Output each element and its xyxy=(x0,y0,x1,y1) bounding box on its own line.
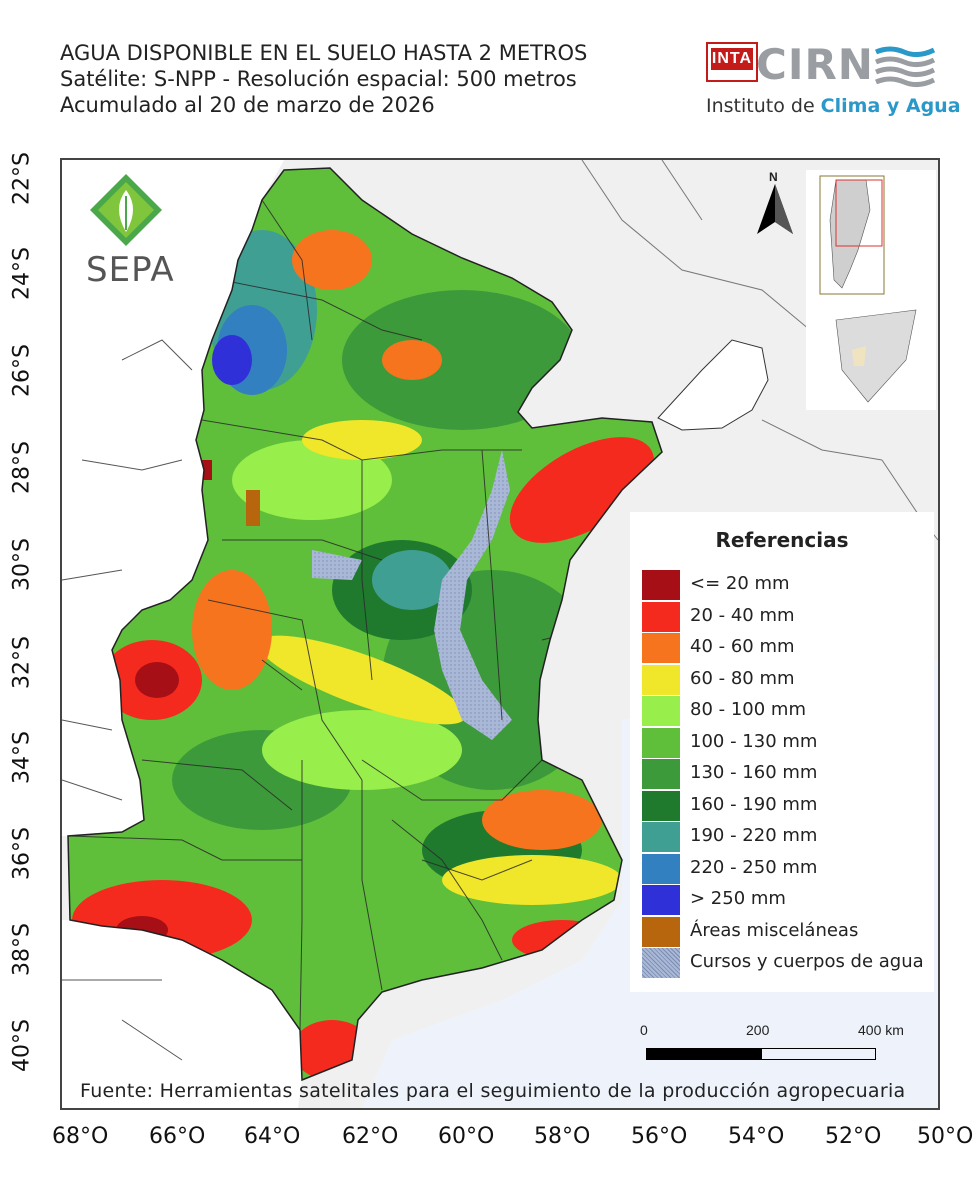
legend-label: 160 - 190 mm xyxy=(690,793,818,815)
map-subtitle-satellite: Satélite: S-NPP - Resolución espacial: 5… xyxy=(60,67,577,91)
institute-name: Instituto de Clima y Agua xyxy=(706,95,961,117)
map-title-block: AGUA DISPONIBLE EN EL SUELO HASTA 2 METR… xyxy=(60,40,587,118)
cirn-logo: CIRN xyxy=(756,40,874,89)
scale-bar: 0 200 400 km xyxy=(640,1022,904,1070)
legend-label: 190 - 220 mm xyxy=(690,825,818,846)
latitude-label: 34°S xyxy=(9,731,35,784)
latitude-label: 28°S xyxy=(9,441,35,494)
north-arrow-icon xyxy=(757,184,793,234)
legend-title: Referencias xyxy=(715,528,849,552)
legend-swatch xyxy=(642,916,680,947)
north-label: N xyxy=(769,170,778,184)
legend-swatch xyxy=(642,759,680,789)
source-note: Fuente: Herramientas satelitales para el… xyxy=(80,1080,906,1102)
legend-label: <= 20 mm xyxy=(690,573,790,594)
longitude-label: 58°O xyxy=(534,1124,591,1149)
legend-label: 20 - 40 mm xyxy=(690,604,795,626)
legend-swatch xyxy=(642,664,680,695)
legend-swatch xyxy=(642,696,680,726)
legend-swatch xyxy=(642,885,680,915)
longitude-label: 64°O xyxy=(244,1124,301,1149)
legend-label: > 250 mm xyxy=(690,888,786,909)
legend-swatch xyxy=(642,853,680,884)
legend: Referencias <= 20 mm 20 - 40 mm 40 - 60 mm… xyxy=(630,512,934,992)
latitude-label: 26°S xyxy=(9,344,35,397)
inta-logo: INTA xyxy=(706,42,758,82)
scale-label-400: 400 km xyxy=(858,1022,904,1038)
map-subtitle-date: Acumulado al 20 de marzo de 2026 xyxy=(60,93,435,117)
legend-swatch xyxy=(642,948,680,978)
latitude-label: 36°S xyxy=(9,827,35,880)
legend-swatch xyxy=(642,601,680,632)
scale-bar-graphic xyxy=(646,1048,876,1060)
water-waves-icon xyxy=(875,46,936,88)
scale-label-0: 0 xyxy=(640,1022,648,1038)
legend-swatch xyxy=(642,790,680,821)
longitude-label: 54°O xyxy=(728,1124,785,1149)
north-arrow: N xyxy=(755,170,795,236)
inset-map-graphic xyxy=(819,175,917,403)
latitude-label: 30°S xyxy=(9,538,35,591)
latitude-label: 22°S xyxy=(9,152,35,205)
legend-label: 130 - 160 mm xyxy=(690,762,818,783)
cirn-logo-text: CIRN xyxy=(756,40,874,89)
longitude-label: 68°O xyxy=(52,1124,109,1149)
longitude-label: 66°O xyxy=(149,1124,206,1149)
latitude-label: 32°S xyxy=(9,636,35,689)
legend-swatch xyxy=(642,633,680,663)
sepa-logo-text: SEPA xyxy=(86,250,175,290)
inset-locator-map xyxy=(806,170,936,410)
longitude-label: 60°O xyxy=(438,1124,495,1149)
scale-label-200: 200 xyxy=(746,1022,770,1038)
legend-swatch xyxy=(642,727,680,758)
sepa-leaf-icon xyxy=(90,174,162,246)
legend-label: Cursos y cuerpos de agua xyxy=(690,951,924,972)
legend-label: 220 - 250 mm xyxy=(690,856,818,878)
longitude-label: 52°O xyxy=(825,1124,882,1149)
map-title: AGUA DISPONIBLE EN EL SUELO HASTA 2 METR… xyxy=(60,41,588,65)
latitude-label: 24°S xyxy=(9,247,35,300)
latitude-label: 38°S xyxy=(9,923,35,976)
legend-label: Áreas misceláneas xyxy=(690,919,859,941)
legend-swatch xyxy=(642,570,680,600)
longitude-label: 50°O xyxy=(917,1124,974,1149)
legend-label: 80 - 100 mm xyxy=(690,699,806,720)
legend-label: 40 - 60 mm xyxy=(690,636,795,657)
legend-label: 100 - 130 mm xyxy=(690,730,818,752)
longitude-label: 56°O xyxy=(631,1124,688,1149)
latitude-label: 40°S xyxy=(9,1019,35,1072)
longitude-label: 62°O xyxy=(342,1124,399,1149)
legend-swatch xyxy=(642,822,680,852)
legend-label: 60 - 80 mm xyxy=(690,667,795,689)
